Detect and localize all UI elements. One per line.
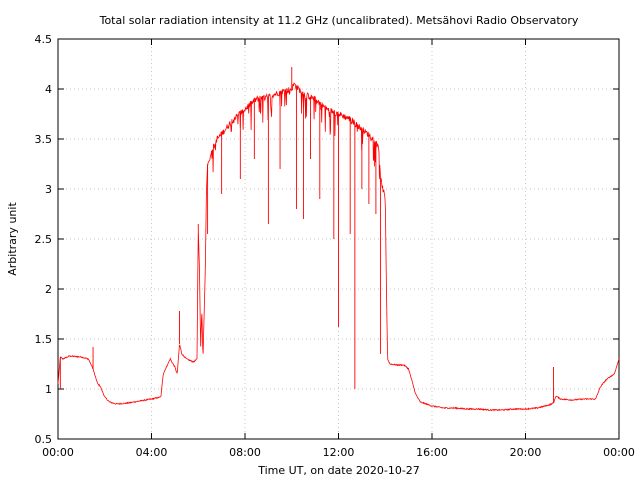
y-tick-label: 4.5: [35, 33, 53, 46]
chart-title: Total solar radiation intensity at 11.2 …: [99, 14, 579, 27]
y-tick-label: 2.5: [35, 233, 53, 246]
y-tick-label: 0.5: [35, 433, 53, 446]
x-axis-label: Time UT, on date 2020-10-27: [257, 464, 420, 477]
y-axis-label: Arbitrary unit: [6, 202, 19, 276]
x-tick-label: 00:00: [603, 446, 635, 459]
y-tick-label: 1: [45, 383, 52, 396]
plot-area: [57, 67, 620, 412]
axis-ticks: 00:00 04:00 08:00 12:00 16:00 20:00 00:000.511…: [35, 33, 635, 459]
y-tick-label: 3.5: [35, 133, 53, 146]
x-tick-label: 12:00: [323, 446, 355, 459]
x-tick-label: 04:00: [136, 446, 168, 459]
y-tick-label: 3: [45, 183, 52, 196]
y-tick-label: 4: [45, 83, 52, 96]
y-tick-label: 1.5: [35, 333, 53, 346]
x-tick-label: 08:00: [229, 446, 261, 459]
y-tick-label: 2: [45, 283, 52, 296]
x-tick-label: 16:00: [416, 446, 448, 459]
x-tick-label: 00:00: [42, 446, 74, 459]
x-tick-label: 20:00: [510, 446, 542, 459]
